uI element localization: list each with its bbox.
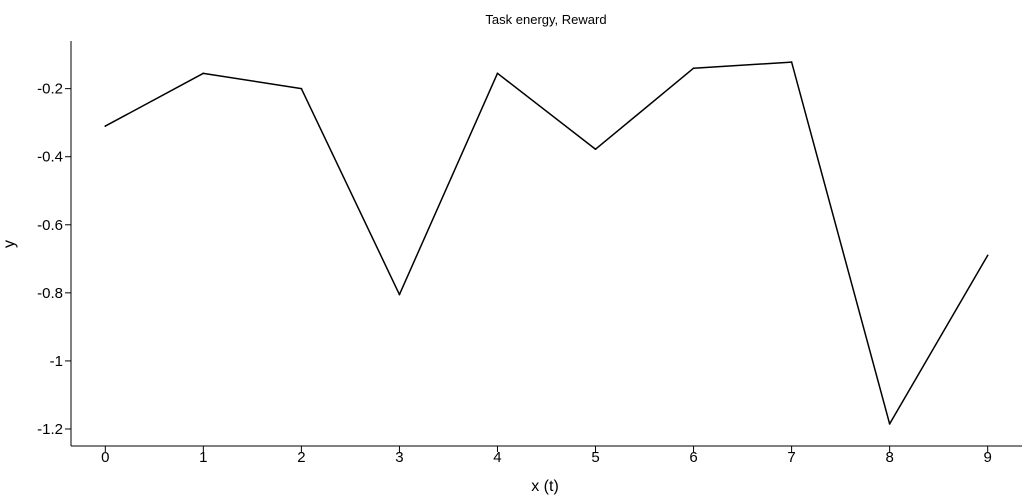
y-tick-label: -0.4 <box>37 149 63 166</box>
data-point <box>986 254 989 257</box>
x-tick-label: 1 <box>199 449 207 466</box>
x-tick-label: 3 <box>395 449 403 466</box>
series-lines <box>104 61 989 425</box>
x-tick-label: 8 <box>885 449 893 466</box>
y-tick-label: -0.2 <box>37 81 63 98</box>
data-point <box>104 125 107 127</box>
y-tick-label: -0.6 <box>37 217 63 234</box>
data-point <box>692 67 695 70</box>
x-tick-label: 4 <box>493 449 501 466</box>
data-point <box>202 72 205 75</box>
chart-title: Task energy, Reward <box>485 12 606 27</box>
series-segment <box>104 72 205 127</box>
x-tick-label: 2 <box>297 449 305 466</box>
y-axis: -0.2 -0.4 -0.6 -0.8 -1 -1.2 <box>37 41 72 446</box>
x-axis: 0 1 2 3 4 5 6 7 8 9 <box>71 445 1022 466</box>
series-segment <box>398 72 499 296</box>
y-tick-label: -1 <box>50 353 63 370</box>
x-tick-label: 9 <box>984 449 992 466</box>
series-segment <box>300 87 401 296</box>
x-tick-label: 5 <box>591 449 599 466</box>
x-tick-label: 7 <box>787 449 795 466</box>
series-segment <box>790 61 891 425</box>
y-axis-label: y <box>1 240 18 248</box>
data-point <box>790 61 793 63</box>
series-segment <box>888 254 989 425</box>
x-axis-label: x (t) <box>531 478 559 495</box>
series-segment <box>594 67 695 150</box>
y-tick-label: -0.8 <box>37 285 63 302</box>
y-tick-label: -1.2 <box>37 421 63 438</box>
data-point <box>594 148 597 151</box>
x-tick-label: 6 <box>689 449 697 466</box>
data-point <box>398 293 401 296</box>
data-point <box>496 72 499 75</box>
data-point <box>300 87 303 90</box>
x-tick-label: 0 <box>101 449 109 466</box>
series-segment <box>202 72 303 90</box>
data-point <box>888 423 891 425</box>
series-segment <box>496 72 597 150</box>
series-segment <box>692 61 793 69</box>
